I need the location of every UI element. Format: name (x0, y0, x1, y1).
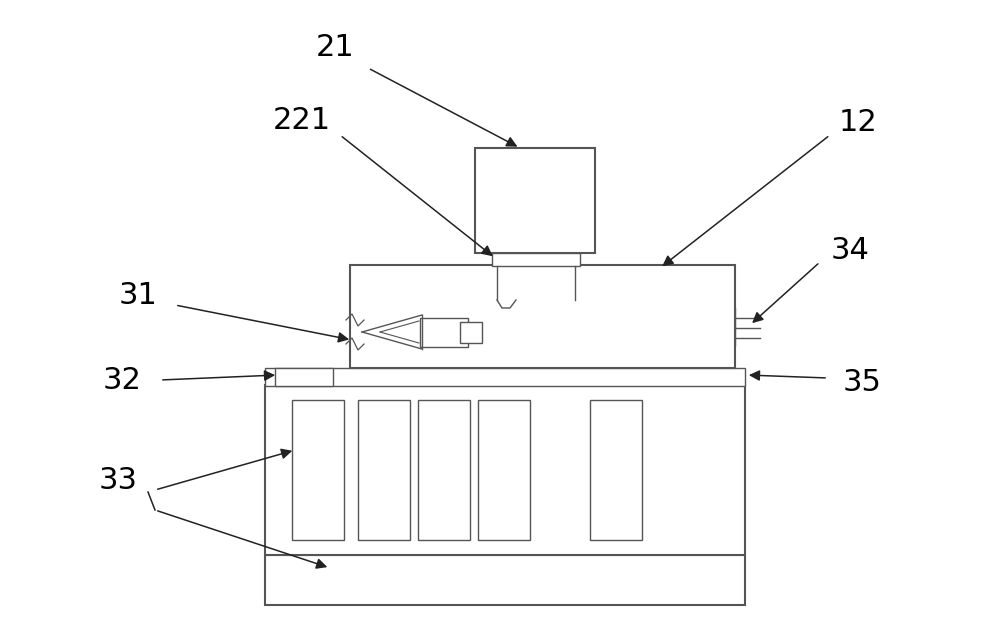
Bar (475, 148, 595, 253)
Bar (265, 555, 745, 605)
Text: 32: 32 (103, 366, 141, 394)
Bar (265, 385, 745, 555)
Bar (350, 265, 735, 368)
Text: 221: 221 (273, 105, 331, 134)
Bar (478, 400, 530, 540)
Bar (492, 253, 580, 266)
Text: 21: 21 (316, 33, 354, 61)
Bar (275, 368, 333, 386)
Bar (420, 318, 468, 347)
Text: 31: 31 (119, 281, 157, 309)
Text: 12: 12 (839, 107, 877, 137)
Bar (418, 400, 470, 540)
Bar (460, 322, 482, 343)
Bar (265, 368, 745, 386)
Bar (590, 400, 642, 540)
Text: 33: 33 (99, 465, 138, 495)
Text: 34: 34 (831, 236, 869, 265)
Bar (292, 400, 344, 540)
Text: 35: 35 (843, 367, 881, 397)
Bar (358, 400, 410, 540)
